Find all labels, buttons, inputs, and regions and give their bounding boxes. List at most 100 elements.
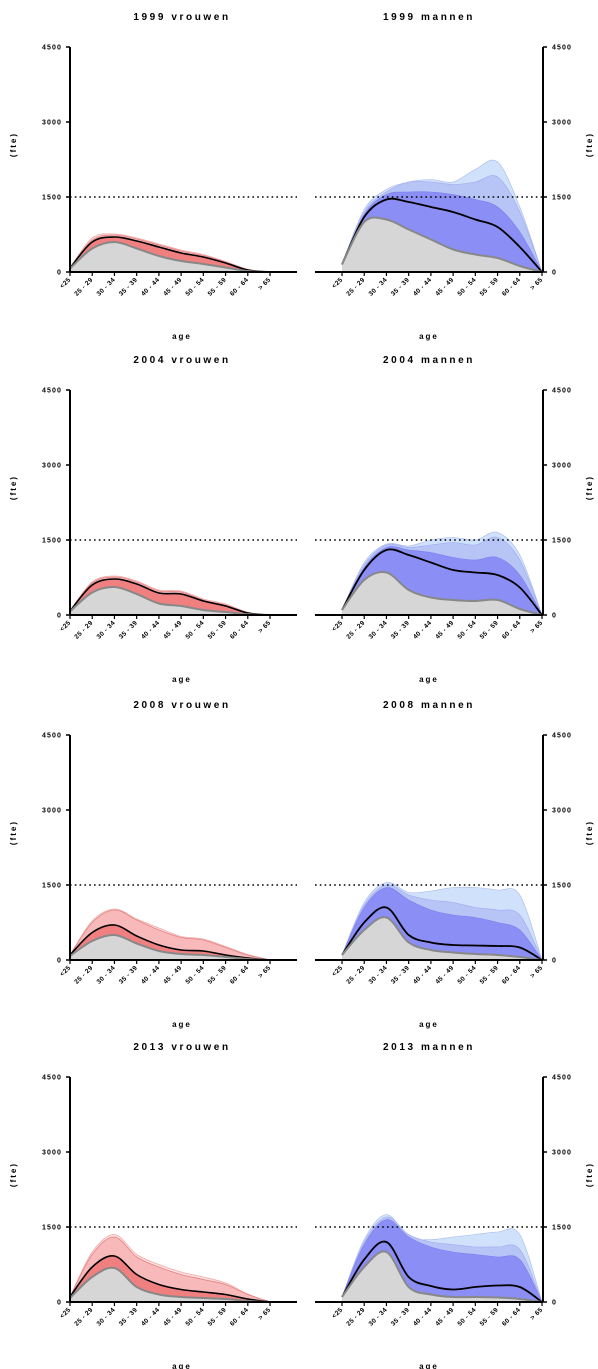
- chart-title: 1999 vrouwen: [133, 12, 230, 23]
- series-line: [341, 1214, 543, 1303]
- y-tick-label: 3000: [42, 808, 62, 815]
- x-tick-label: <25: [59, 276, 73, 290]
- series-line: [69, 933, 271, 961]
- x-tick-label: 60 - 64: [229, 1306, 250, 1327]
- y-tick-label: 4500: [552, 1075, 572, 1082]
- x-tick-label: 35 - 39: [390, 619, 411, 640]
- series-line: [69, 1234, 271, 1303]
- x-tick-label: 50 - 54: [185, 964, 206, 985]
- x-tick-label: > 65: [257, 964, 272, 979]
- x-tick-label: 50 - 54: [457, 276, 478, 297]
- x-tick-label: 35 - 39: [118, 619, 139, 640]
- x-tick-label: 55 - 59: [207, 964, 228, 985]
- chart-title: 2004 vrouwen: [133, 355, 230, 366]
- series-line: [341, 887, 543, 961]
- x-tick-label: 35 - 39: [390, 1306, 411, 1327]
- x-tick-label: 40 - 44: [140, 1306, 161, 1327]
- series-line: [341, 531, 543, 616]
- y-tick-label: 3000: [552, 1150, 572, 1157]
- area-series: [342, 217, 542, 272]
- x-axis-label: age: [419, 1362, 439, 1369]
- chart-panel: 2004 mannen 0 1500 3000 4500 <25 25 - 29 30 - 3…: [315, 355, 594, 684]
- x-tick-label: 30 - 34: [96, 964, 117, 985]
- x-tick-label: 55 - 59: [479, 276, 500, 297]
- series-line: [341, 546, 543, 616]
- x-tick-label: 30 - 34: [96, 276, 117, 297]
- chart-title: 2004 mannen: [383, 355, 475, 366]
- y-tick-label: 4500: [552, 733, 572, 740]
- chart-title: 1999 mannen: [383, 12, 475, 23]
- x-tick-label: > 65: [529, 276, 544, 291]
- y-tick-label: 3000: [552, 808, 572, 815]
- series-line: [341, 548, 543, 616]
- x-tick-label: 45 - 49: [162, 1306, 183, 1327]
- x-tick-label: 35 - 39: [390, 964, 411, 985]
- x-tick-label: > 65: [529, 619, 544, 634]
- y-tick-label: 4500: [552, 45, 572, 52]
- series-line: [341, 916, 543, 961]
- x-tick-label: 60 - 64: [501, 619, 522, 640]
- x-tick-label: 60 - 64: [229, 619, 250, 640]
- x-tick-label: 50 - 54: [185, 276, 206, 297]
- chart-title: 2008 vrouwen: [133, 700, 230, 711]
- series-line: [69, 1266, 271, 1303]
- x-tick-label: 35 - 39: [118, 1306, 139, 1327]
- series-line: [341, 1250, 543, 1303]
- area-series: [342, 1251, 542, 1302]
- x-tick-label: 60 - 64: [501, 964, 522, 985]
- series-line: [341, 216, 543, 273]
- x-tick-label: 50 - 54: [457, 619, 478, 640]
- series-line: [69, 1236, 271, 1303]
- y-axis-label: (fte): [585, 1162, 594, 1187]
- y-tick-label: 4500: [42, 1075, 62, 1082]
- y-tick-label: 1500: [552, 1225, 572, 1232]
- x-axis-label: age: [419, 1020, 439, 1029]
- x-tick-label: 50 - 54: [457, 1306, 478, 1327]
- y-axis-label: (fte): [585, 132, 594, 157]
- series-line: [69, 909, 271, 961]
- x-tick-label: 25 - 29: [73, 619, 94, 640]
- series-line: [341, 882, 543, 961]
- x-tick-label: 45 - 49: [434, 276, 455, 297]
- x-tick-label: 40 - 44: [412, 1306, 433, 1327]
- x-tick-label: 55 - 59: [479, 619, 500, 640]
- x-tick-label: 60 - 64: [229, 276, 250, 297]
- x-tick-label: 45 - 49: [434, 964, 455, 985]
- y-tick-label: 1500: [552, 195, 572, 202]
- chart-panel: 2013 vrouwen 0 1500 3000 4500 <25 25 - 29 30 - …: [9, 1042, 297, 1369]
- x-tick-label: 50 - 54: [457, 964, 478, 985]
- series-line: [341, 197, 543, 273]
- x-tick-label: 55 - 59: [207, 1306, 228, 1327]
- area-series: [342, 917, 542, 960]
- x-tick-label: 60 - 64: [229, 964, 250, 985]
- x-tick-label: 30 - 34: [96, 619, 117, 640]
- x-tick-label: > 65: [257, 619, 272, 634]
- x-tick-label: 30 - 34: [96, 1306, 117, 1327]
- y-tick-label: 0: [57, 613, 62, 620]
- x-tick-label: 55 - 59: [479, 1306, 500, 1327]
- series-line: [69, 585, 271, 616]
- x-tick-label: > 65: [257, 276, 272, 291]
- x-tick-label: 35 - 39: [118, 964, 139, 985]
- x-axis-label: age: [419, 332, 439, 341]
- y-tick-label: 1500: [42, 195, 62, 202]
- y-tick-label: 3000: [42, 120, 62, 127]
- x-tick-label: 45 - 49: [434, 1306, 455, 1327]
- x-tick-label: 40 - 44: [140, 276, 161, 297]
- x-tick-label: 55 - 59: [207, 276, 228, 297]
- x-tick-label: 30 - 34: [368, 276, 389, 297]
- chart-title: 2008 mannen: [383, 700, 475, 711]
- y-axis-label: (fte): [9, 820, 18, 845]
- area-series: [70, 934, 270, 960]
- area-series: [342, 572, 542, 615]
- series-line: [341, 175, 543, 273]
- x-tick-label: 45 - 49: [162, 276, 183, 297]
- series-line: [341, 571, 543, 616]
- y-tick-label: 4500: [552, 388, 572, 395]
- x-tick-label: > 65: [257, 1306, 272, 1321]
- y-axis-label: (fte): [585, 820, 594, 845]
- x-tick-label: 50 - 54: [185, 619, 206, 640]
- series-line: [69, 575, 271, 616]
- y-axis-label: (fte): [9, 1162, 18, 1187]
